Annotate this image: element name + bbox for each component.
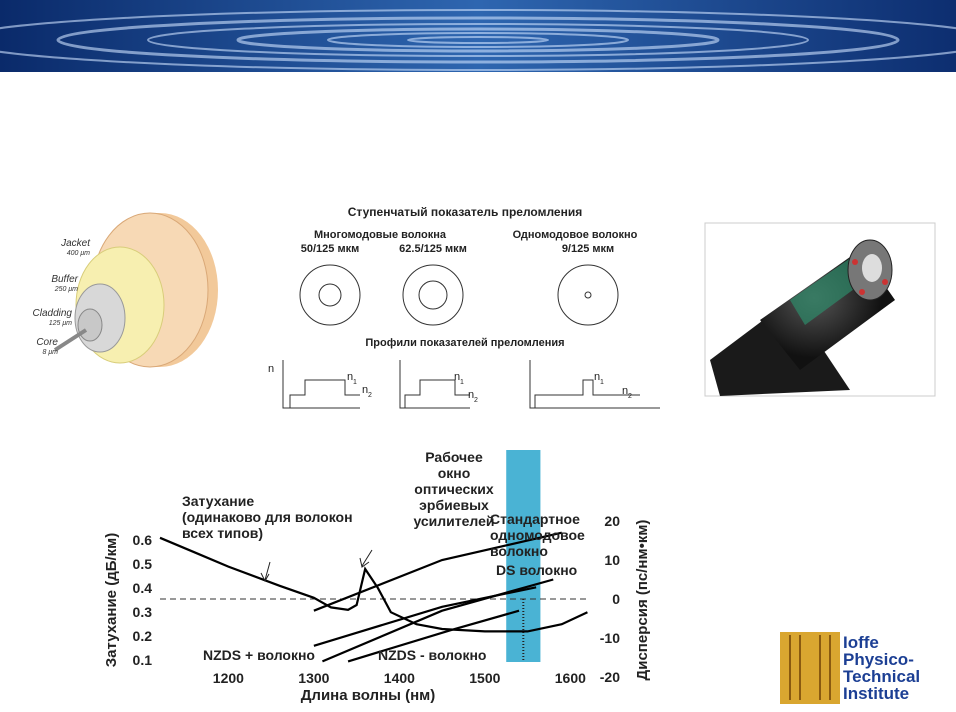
profiles-title: Ступенчатый показатель преломления bbox=[348, 205, 582, 219]
n-label: n bbox=[268, 363, 274, 375]
logo-text: Institute bbox=[843, 684, 909, 703]
annotation: Стандартное bbox=[490, 511, 580, 527]
logo-text: Technical bbox=[843, 667, 920, 686]
n-label: n bbox=[362, 384, 368, 396]
fiber-label: Core bbox=[36, 337, 58, 348]
annotation: усилителей bbox=[413, 513, 494, 529]
curve bbox=[313, 531, 563, 612]
chart: 1200 1300 1400 1500 1600 0.1 0.2 0.3 0.4 0.5 0.6 -2… bbox=[103, 449, 651, 704]
fiber-size: 50/125 мкм bbox=[301, 243, 359, 255]
y2-tick-label: -20 bbox=[600, 669, 620, 685]
curve bbox=[321, 578, 554, 663]
y-tick-label: 0.2 bbox=[133, 628, 153, 644]
y2-tick-label: 0 bbox=[612, 591, 620, 607]
fiber-label: Jacket bbox=[60, 238, 91, 249]
y2-tick-label: 10 bbox=[604, 552, 620, 568]
n-label: n bbox=[594, 371, 600, 383]
curve bbox=[347, 609, 520, 663]
n-sub: 1 bbox=[460, 379, 464, 386]
logo: Ioffe Physico- Technical Institute bbox=[780, 632, 920, 704]
y-tick-label: 0.1 bbox=[133, 652, 153, 668]
n-label: n bbox=[622, 385, 628, 397]
annotation: окно bbox=[438, 465, 471, 481]
fiber-size: 62.5/125 мкм bbox=[399, 243, 467, 255]
index-profiles: Ступенчатый показатель преломления Много… bbox=[268, 205, 660, 409]
annotation: оптических bbox=[414, 481, 494, 497]
annotation: эрбиевых bbox=[419, 497, 489, 513]
y-axis-label: Затухание (дБ/км) bbox=[103, 533, 120, 668]
n-sub: 2 bbox=[474, 397, 478, 404]
x-axis-label: Длина волны (нм) bbox=[301, 687, 436, 704]
y-tick-label: 0.3 bbox=[133, 604, 153, 620]
x-tick-label: 1200 bbox=[213, 670, 244, 686]
annotation: всех типов) bbox=[182, 525, 263, 541]
curve bbox=[313, 586, 537, 647]
fiber-diagram: Jacket 400 μm Buffer 250 μm Cladding 125… bbox=[33, 212, 218, 368]
y2-axis-label: Дисперсия (пс/нм•км) bbox=[634, 520, 651, 681]
annotation: NZDS - волокно bbox=[378, 647, 486, 663]
logo-text: Physico- bbox=[843, 650, 914, 669]
fiber-size: 400 μm bbox=[67, 250, 90, 257]
fiber-size: 8 μm bbox=[42, 349, 58, 356]
y2-tick-label: -10 bbox=[600, 630, 620, 646]
annotation: волокно bbox=[490, 543, 548, 559]
x-tick-label: 1400 bbox=[384, 670, 415, 686]
profiles-subtitle: Профили показателей преломления bbox=[365, 337, 564, 349]
y-tick-label: 0.4 bbox=[133, 580, 153, 596]
logo-text: Ioffe bbox=[843, 633, 879, 652]
arrow bbox=[260, 561, 271, 583]
annotation: Затухание bbox=[182, 493, 254, 509]
fiber-size: 250 μm bbox=[54, 286, 78, 293]
annotation: одномодовое bbox=[490, 527, 585, 543]
n-label: n bbox=[347, 371, 353, 383]
fiber-label: Buffer bbox=[51, 274, 78, 285]
banner bbox=[0, 0, 956, 72]
x-tick-label: 1600 bbox=[555, 670, 586, 686]
n-sub: 1 bbox=[353, 379, 357, 386]
x-tick-label: 1300 bbox=[298, 670, 329, 686]
singlemode-label: Одномодовое волокно bbox=[513, 229, 638, 241]
n-label: n bbox=[454, 371, 460, 383]
curve bbox=[159, 536, 588, 633]
n-sub: 1 bbox=[600, 379, 604, 386]
n-sub: 2 bbox=[628, 393, 632, 400]
annotation: NZDS + волокно bbox=[203, 647, 315, 663]
y-tick-label: 0.5 bbox=[133, 556, 153, 572]
fiber-label: Cladding bbox=[33, 308, 73, 319]
y-tick-label: 0.6 bbox=[133, 532, 153, 548]
y2-tick-label: 20 bbox=[604, 513, 620, 529]
arrow bbox=[359, 549, 373, 568]
fiber-size: 9/125 мкм bbox=[562, 243, 614, 255]
multimode-label: Многомодовые волокна bbox=[314, 229, 447, 241]
annotation: (одинаково для волокон bbox=[182, 509, 353, 525]
x-tick-label: 1500 bbox=[469, 670, 500, 686]
annotation: DS волокно bbox=[496, 562, 577, 578]
cable-image bbox=[704, 222, 936, 397]
n-sub: 2 bbox=[368, 392, 372, 399]
n-label: n bbox=[468, 389, 474, 401]
annotation: Рабочее bbox=[425, 449, 483, 465]
fiber-size: 125 μm bbox=[49, 320, 72, 327]
